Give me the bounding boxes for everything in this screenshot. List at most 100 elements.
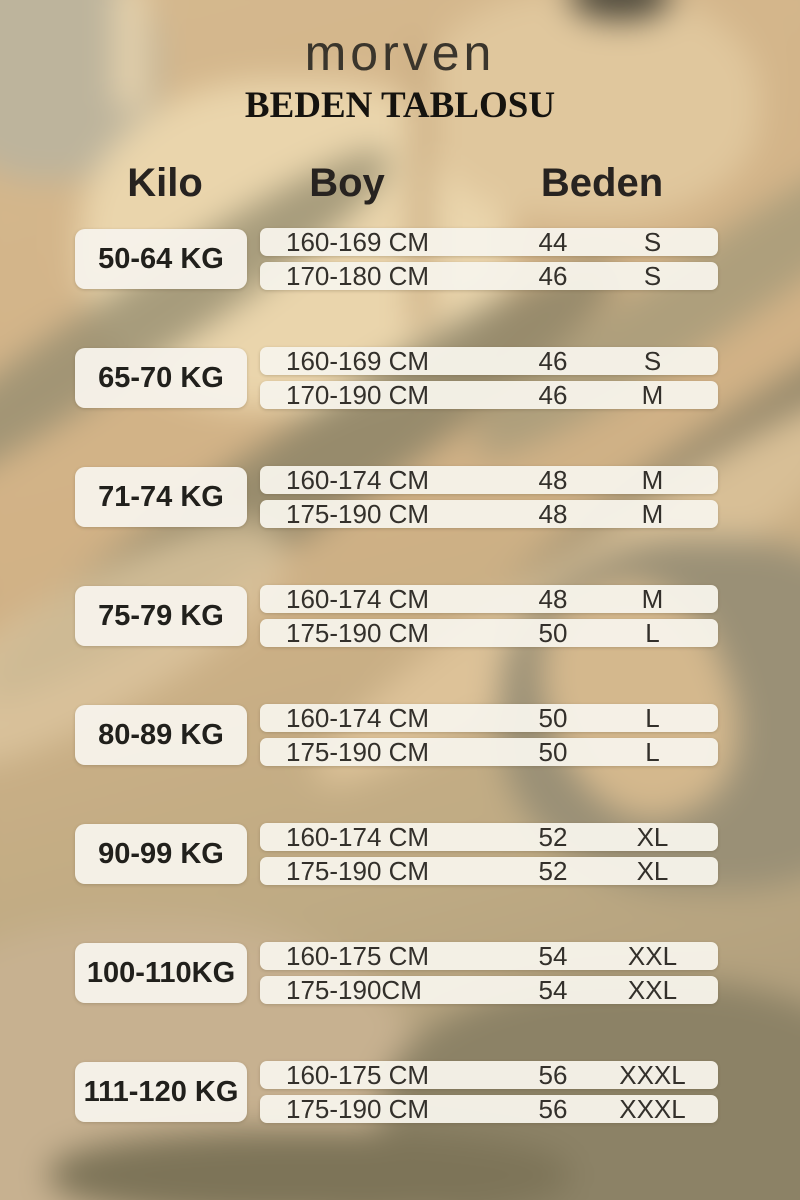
table-row: 170-180 CM 46 S: [260, 262, 718, 290]
boy-value: 160-169 CM: [286, 227, 430, 257]
size-letter: M: [641, 465, 664, 495]
boy-value: 175-190 CM: [286, 856, 430, 886]
kilo-label: 111-120 KG: [75, 1062, 247, 1122]
size-number: 46: [538, 380, 568, 410]
size-letter: M: [641, 499, 664, 529]
table-row: 160-174 CM 48 M: [260, 466, 718, 494]
group-rows: 160-174 CM 48 M 175-190 CM 50 L: [260, 585, 718, 647]
header-beden: Beden: [540, 161, 664, 205]
page-title: BEDEN TABLOSU: [244, 85, 556, 126]
weight-group: 90-99 KG 160-174 CM 52 XL 175-190 CM 52 …: [0, 823, 800, 885]
group-rows: 160-174 CM 48 M 175-190 CM 48 M: [260, 466, 718, 528]
size-number: 54: [538, 975, 568, 1005]
table-row: 160-169 CM 44 S: [260, 228, 718, 256]
size-number: 56: [538, 1060, 568, 1090]
weight-group: 50-64 KG 160-169 CM 44 S 170-180 CM 46 S: [0, 228, 800, 290]
table-row: 160-174 CM 50 L: [260, 704, 718, 732]
table-header-row: Kilo Boy Beden: [0, 160, 800, 206]
kilo-label: 75-79 KG: [75, 586, 247, 646]
size-letter: XXXL: [619, 1060, 686, 1090]
boy-value: 175-190 CM: [286, 737, 430, 767]
size-number: 46: [538, 346, 568, 376]
size-number: 56: [538, 1094, 568, 1124]
weight-group: 80-89 KG 160-174 CM 50 L 175-190 CM 50 L: [0, 704, 800, 766]
table-row: 160-174 CM 52 XL: [260, 823, 718, 851]
boy-value: 175-190 CM: [286, 1094, 430, 1124]
size-letter: L: [645, 703, 660, 733]
weight-group: 75-79 KG 160-174 CM 48 M 175-190 CM 50 L: [0, 585, 800, 647]
size-table-groups: 50-64 KG 160-169 CM 44 S 170-180 CM 46 S…: [0, 228, 800, 1180]
weight-group: 111-120 KG 160-175 CM 56 XXXL 175-190 CM…: [0, 1061, 800, 1123]
background-patch: [570, 0, 670, 20]
kilo-label: 65-70 KG: [75, 348, 247, 408]
group-rows: 160-174 CM 52 XL 175-190 CM 52 XL: [260, 823, 718, 885]
table-row: 175-190 CM 48 M: [260, 500, 718, 528]
header-boy: Boy: [309, 161, 385, 205]
size-number: 50: [538, 618, 568, 648]
size-letter: S: [643, 227, 662, 257]
size-letter: XXXL: [619, 1094, 686, 1124]
boy-value: 160-174 CM: [286, 584, 430, 614]
size-letter: S: [643, 346, 662, 376]
hanger-silhouette: [420, 0, 760, 220]
group-rows: 160-174 CM 50 L 175-190 CM 50 L: [260, 704, 718, 766]
boy-value: 160-174 CM: [286, 822, 430, 852]
group-rows: 160-169 CM 46 S 170-190 CM 46 M: [260, 347, 718, 409]
size-letter: XXL: [627, 941, 678, 971]
boy-value: 170-190 CM: [286, 380, 430, 410]
weight-group: 65-70 KG 160-169 CM 46 S 170-190 CM 46 M: [0, 347, 800, 409]
size-letter: M: [641, 584, 664, 614]
size-number: 52: [538, 856, 568, 886]
size-letter: L: [645, 737, 660, 767]
background-patch: [50, 1130, 570, 1200]
group-rows: 160-175 CM 56 XXXL 175-190 CM 56 XXXL: [260, 1061, 718, 1123]
size-number: 50: [538, 737, 568, 767]
boy-value: 160-174 CM: [286, 465, 430, 495]
size-letter: S: [643, 261, 662, 291]
table-row: 175-190 CM 56 XXXL: [260, 1095, 718, 1123]
kilo-label: 80-89 KG: [75, 705, 247, 765]
boy-value: 175-190CM: [286, 975, 422, 1005]
size-number: 44: [538, 227, 568, 257]
kilo-label: 100-110KG: [75, 943, 247, 1003]
brand-logo: morven: [304, 25, 496, 81]
table-row: 175-190 CM 50 L: [260, 738, 718, 766]
group-rows: 160-175 CM 54 XXL 175-190CM 54 XXL: [260, 942, 718, 1004]
kilo-label: 90-99 KG: [75, 824, 247, 884]
boy-value: 170-180 CM: [286, 261, 430, 291]
size-number: 46: [538, 261, 568, 291]
size-letter: L: [645, 618, 660, 648]
size-number: 48: [538, 584, 568, 614]
size-number: 48: [538, 465, 568, 495]
weight-group: 71-74 KG 160-174 CM 48 M 175-190 CM 48 M: [0, 466, 800, 528]
kilo-label: 71-74 KG: [75, 467, 247, 527]
hanger-hook: [115, 0, 145, 110]
header-kilo: Kilo: [127, 161, 203, 205]
size-letter: XL: [636, 856, 669, 886]
table-row: 175-190 CM 52 XL: [260, 857, 718, 885]
table-row: 175-190CM 54 XXL: [260, 976, 718, 1004]
group-rows: 160-169 CM 44 S 170-180 CM 46 S: [260, 228, 718, 290]
boy-value: 175-190 CM: [286, 618, 430, 648]
size-number: 48: [538, 499, 568, 529]
size-letter: XXL: [627, 975, 678, 1005]
table-row: 160-169 CM 46 S: [260, 347, 718, 375]
table-row: 160-175 CM 54 XXL: [260, 942, 718, 970]
boy-value: 175-190 CM: [286, 499, 430, 529]
weight-group: 100-110KG 160-175 CM 54 XXL 175-190CM 54…: [0, 942, 800, 1004]
table-row: 160-174 CM 48 M: [260, 585, 718, 613]
size-number: 52: [538, 822, 568, 852]
boy-value: 160-175 CM: [286, 941, 430, 971]
size-letter: XL: [636, 822, 669, 852]
boy-value: 160-175 CM: [286, 1060, 430, 1090]
size-letter: M: [641, 380, 664, 410]
hanger-hook: [412, 40, 430, 330]
boy-value: 160-174 CM: [286, 703, 430, 733]
table-row: 160-175 CM 56 XXXL: [260, 1061, 718, 1089]
boy-value: 160-169 CM: [286, 346, 430, 376]
size-number: 50: [538, 703, 568, 733]
size-number: 54: [538, 941, 568, 971]
table-row: 170-190 CM 46 M: [260, 381, 718, 409]
